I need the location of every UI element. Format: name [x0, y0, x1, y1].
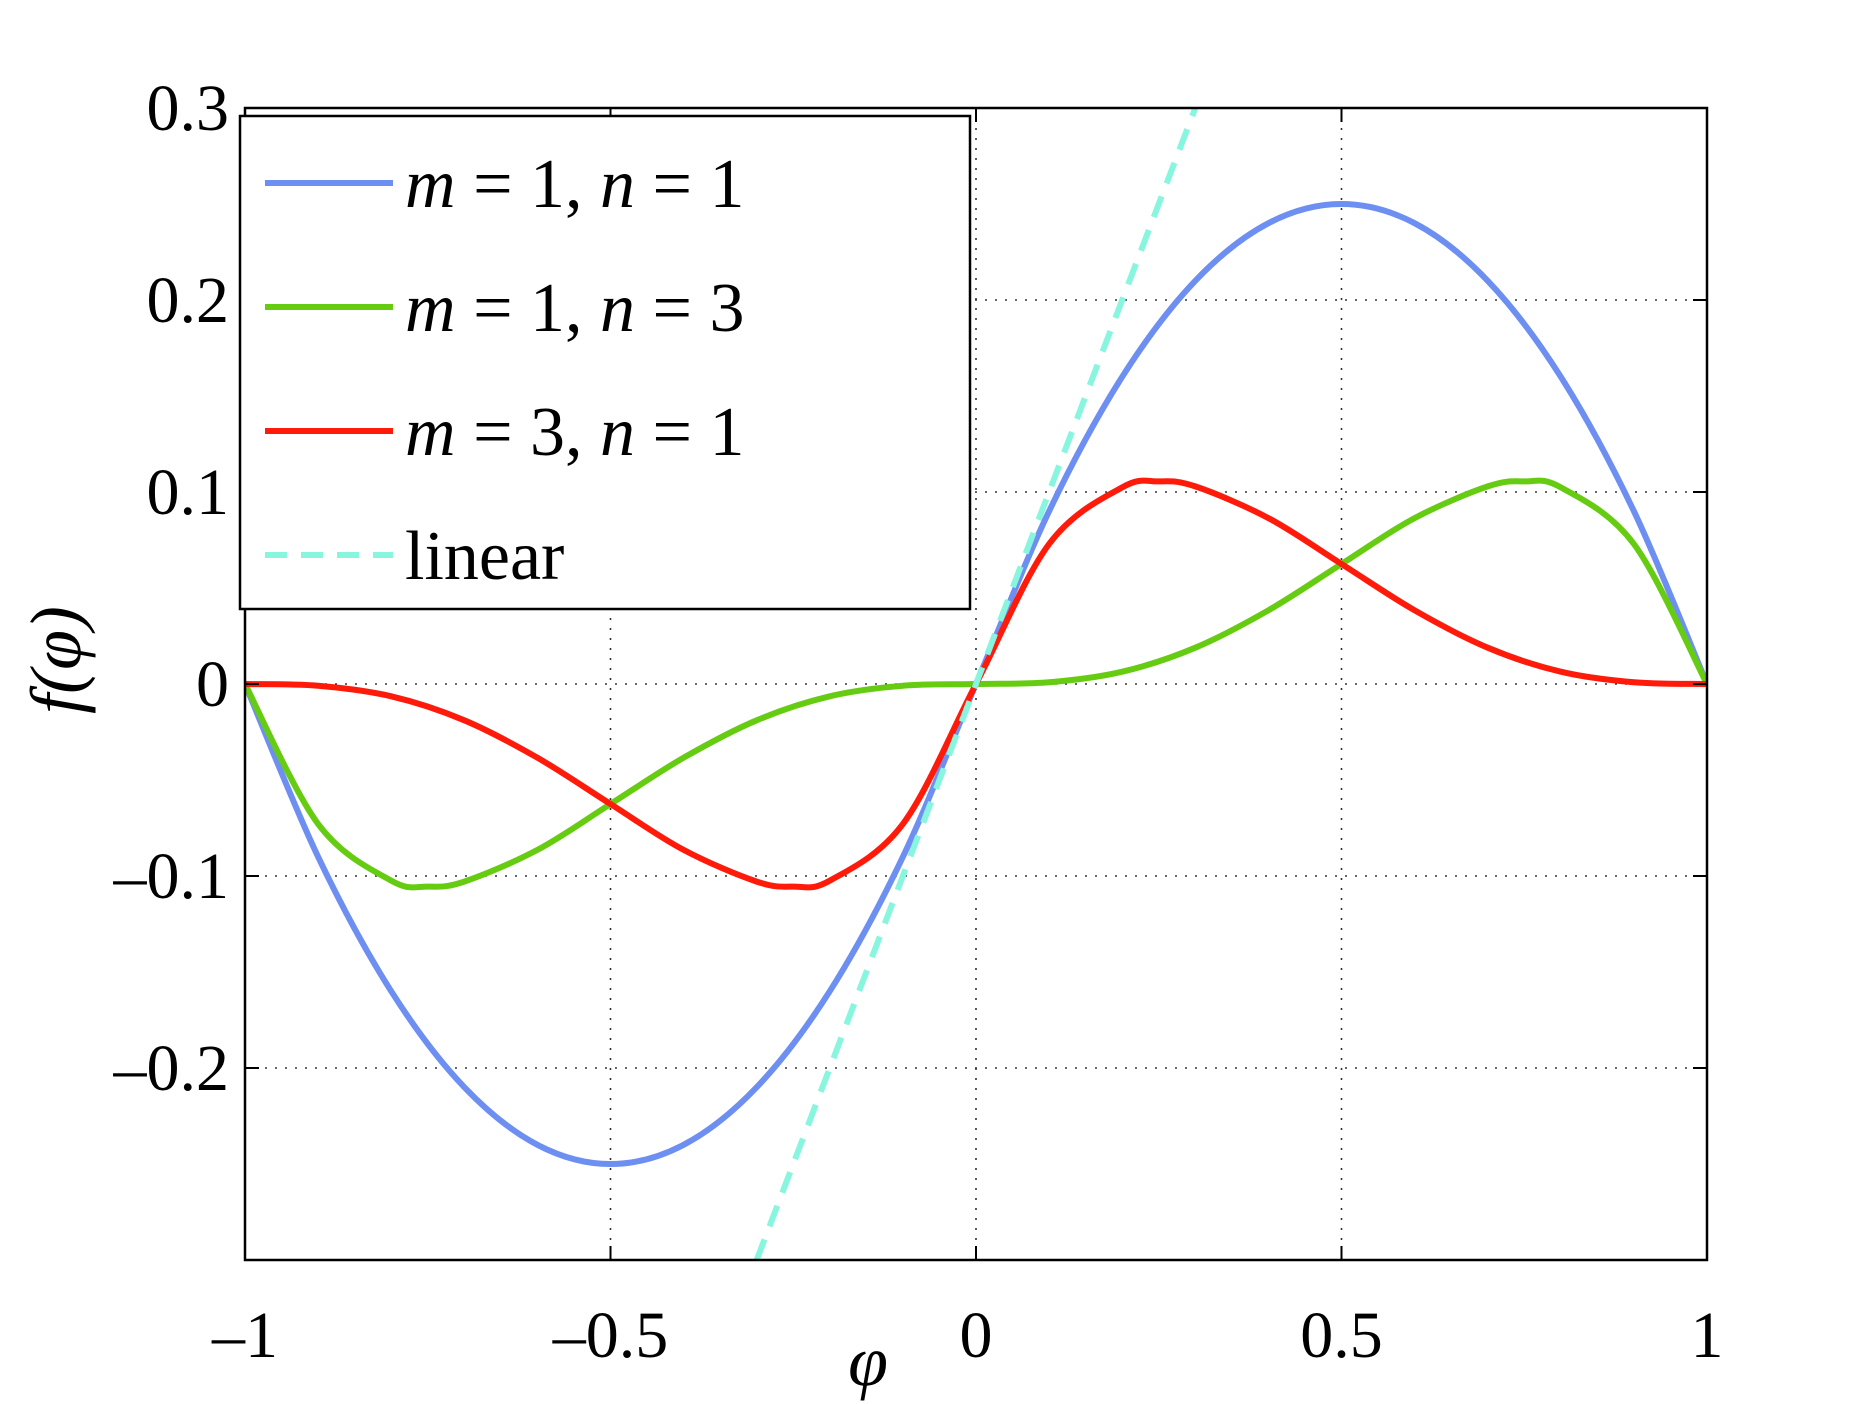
legend-box — [238, 114, 972, 611]
y-tick-label: –0.2 — [113, 1032, 230, 1105]
y-tick-label: 0 — [196, 648, 229, 721]
x-axis-label: φ — [848, 1321, 888, 1401]
legend-label-1: m = 1, n = 1 — [405, 146, 745, 223]
series-line-4 — [753, 108, 1199, 1260]
x-tick-label: 0 — [960, 1299, 993, 1372]
x-tick-label: 1 — [1691, 1299, 1724, 1372]
legend: m = 1, n = 1 m = 1, n = 3 m = 3, n = 1 line… — [238, 114, 972, 611]
y-tick-label: –0.1 — [113, 840, 230, 913]
legend-label-3: m = 3, n = 1 — [405, 394, 745, 471]
x-tick-label: –1 — [211, 1299, 278, 1372]
y-axis-label: f(φ) — [16, 606, 96, 714]
y-tick-label: 0.1 — [147, 456, 230, 529]
legend-label-2: m = 1, n = 3 — [405, 270, 745, 347]
series-layer — [245, 108, 1707, 1260]
x-tick-label: –0.5 — [552, 1299, 669, 1372]
y-tick-label: 0.3 — [147, 72, 230, 145]
x-tick-label: 0.5 — [1300, 1299, 1383, 1372]
x-tick-labels: –1 –0.5 0 0.5 1 — [211, 1299, 1724, 1372]
y-tick-label: 0.2 — [147, 264, 230, 337]
y-tick-labels: –0.2 –0.1 0 0.1 0.2 0.3 — [113, 72, 230, 1105]
legend-label-4: linear — [405, 518, 564, 595]
